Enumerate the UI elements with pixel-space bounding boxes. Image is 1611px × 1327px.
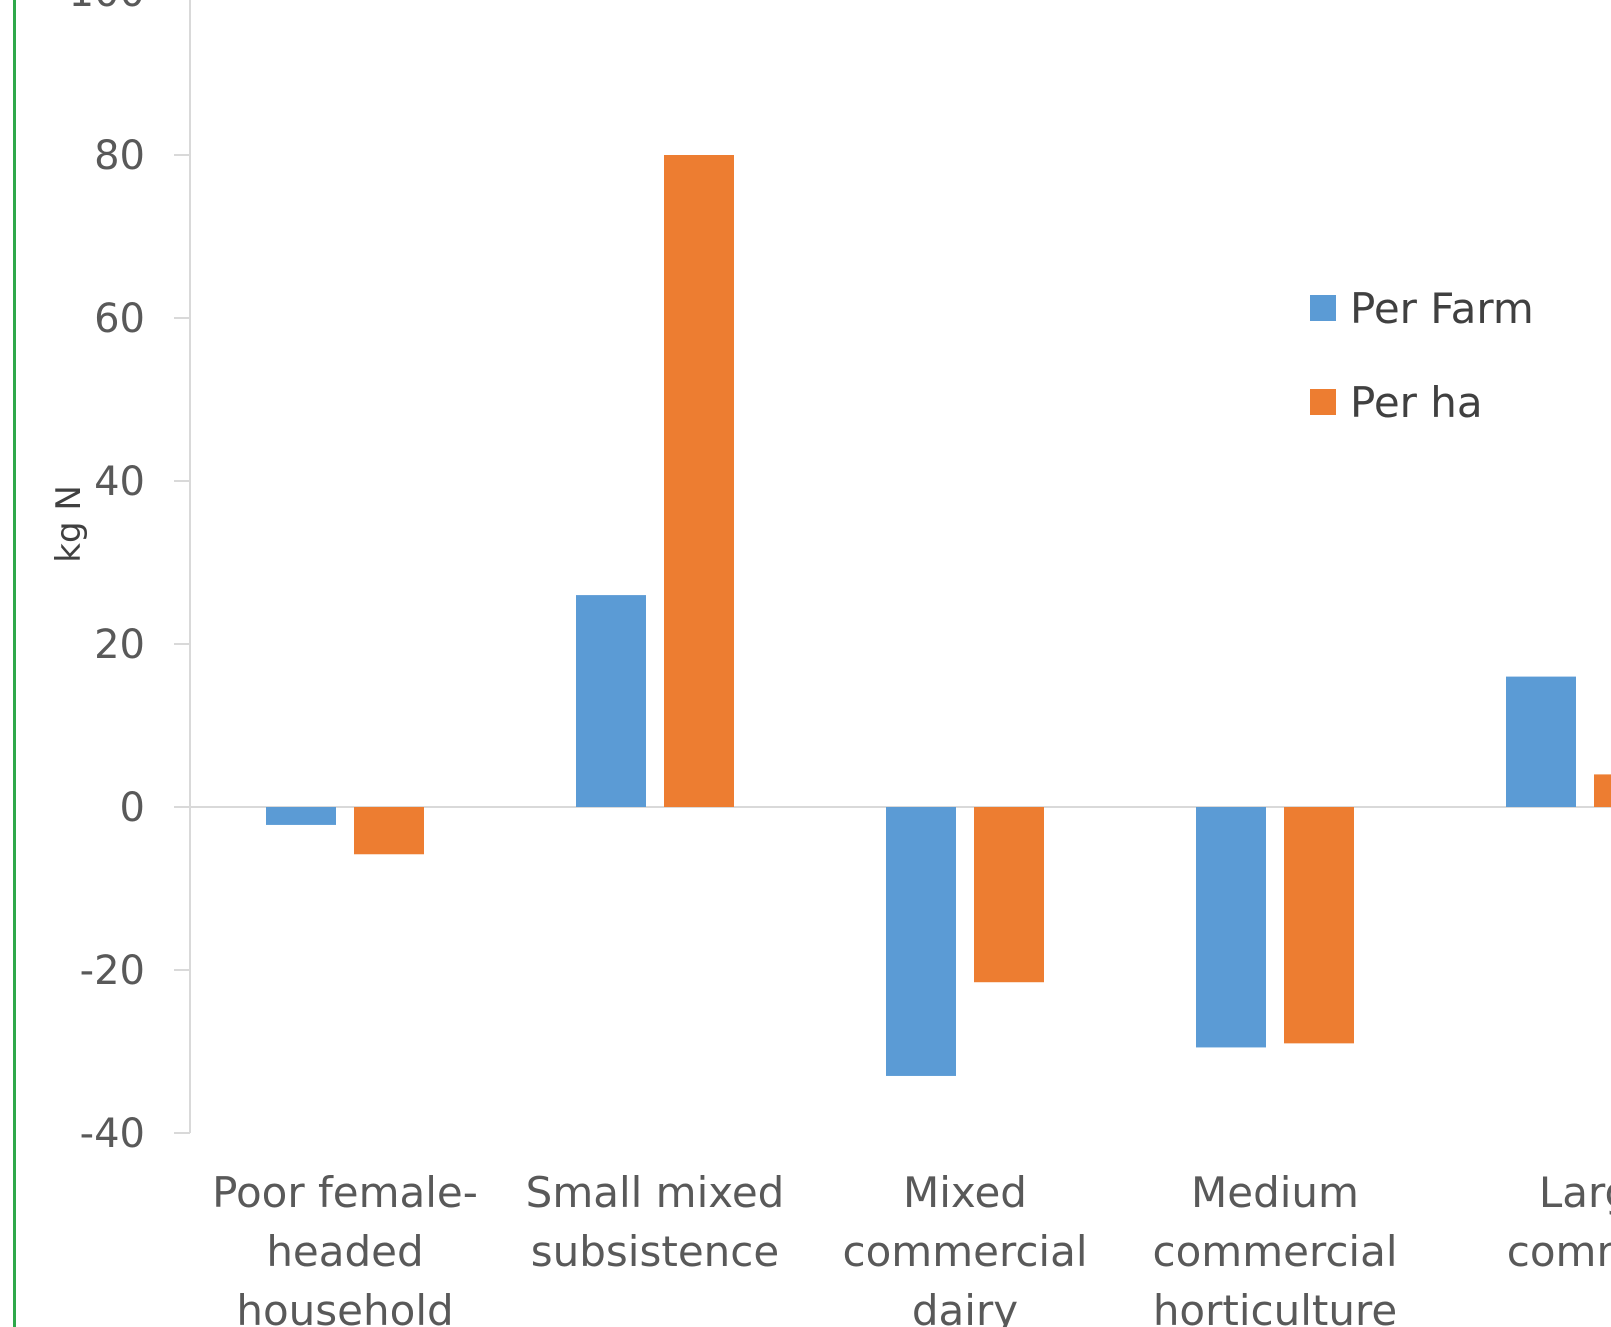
x-category-label: Poor female-headed household	[212, 1168, 478, 1327]
bar-per-ha	[664, 155, 734, 807]
bar-per-farm	[1196, 807, 1266, 1048]
x-category-label-line: commercial	[1153, 1227, 1398, 1276]
x-category-label-line: Poor female-	[212, 1168, 478, 1217]
x-category-label-line: subsistence	[531, 1227, 779, 1276]
bar-per-farm	[266, 807, 336, 825]
legend-swatch	[1310, 295, 1336, 321]
y-tick-label: -40	[80, 1111, 145, 1157]
x-category-label-line: Small mixed	[526, 1168, 785, 1217]
x-category-label: Medium commercial horticulture	[1153, 1168, 1398, 1327]
bar-per-ha	[974, 807, 1044, 983]
y-tick-label: -20	[80, 948, 145, 994]
x-category-label: Small mixed subsistence	[526, 1168, 785, 1276]
legend-label: Per Farm	[1350, 284, 1534, 333]
bar-per-ha	[1594, 774, 1611, 807]
y-tick-label: 100	[69, 0, 145, 16]
bar-per-farm	[1506, 676, 1576, 807]
y-tick-label: 80	[94, 133, 145, 179]
x-category-label-line: headed	[266, 1227, 423, 1276]
y-tick-label: 20	[94, 622, 145, 668]
bars	[266, 155, 1611, 1076]
y-tick-label: 40	[94, 459, 145, 505]
x-category-label-line: household	[236, 1286, 453, 1327]
y-axis-title: kg N	[49, 485, 89, 563]
x-category-label-line: dairy	[912, 1286, 1018, 1327]
x-axis-labels: Poor female-headed household Small mixed su…	[212, 1168, 1611, 1327]
legend-swatch	[1310, 389, 1336, 415]
legend-label: Per ha	[1350, 378, 1483, 427]
x-category-label: Larg comme	[1507, 1168, 1611, 1276]
x-category-label-line: comme	[1507, 1227, 1611, 1276]
x-category-label-line: Mixed	[903, 1168, 1027, 1217]
y-tick-label: 0	[120, 785, 145, 831]
legend: Per Farm Per ha	[1310, 284, 1534, 427]
x-category-label-line: horticulture	[1153, 1286, 1397, 1327]
x-category-label-line: Medium	[1191, 1168, 1359, 1217]
bar-per-ha	[1284, 807, 1354, 1044]
chart-left-border	[13, 0, 16, 1327]
bar-per-ha	[354, 807, 424, 855]
bar-per-farm	[576, 595, 646, 807]
x-category-label-line: Larg	[1539, 1168, 1611, 1217]
x-category-label: Mixed commercial dairy	[843, 1168, 1088, 1327]
x-category-label-line: commercial	[843, 1227, 1088, 1276]
bar-per-farm	[886, 807, 956, 1076]
y-axis: 100 80 60 40 20 0 -20 -40	[69, 0, 1611, 1157]
y-tick-label: 60	[94, 296, 145, 342]
